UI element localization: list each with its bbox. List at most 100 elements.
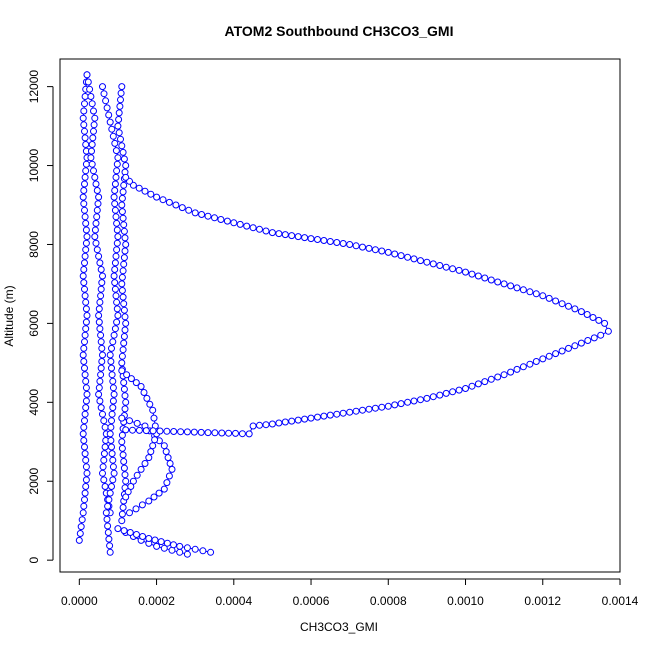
data-point <box>120 458 128 465</box>
data-point <box>558 347 566 355</box>
data-point <box>151 536 159 544</box>
data-point <box>77 523 85 531</box>
data-point <box>384 402 392 410</box>
data-point <box>82 377 90 385</box>
data-point <box>190 428 198 436</box>
data-point <box>95 384 103 392</box>
data-point <box>118 208 126 216</box>
data-point <box>589 314 597 321</box>
data-point <box>165 198 173 206</box>
data-point <box>82 246 90 254</box>
data-point <box>81 331 89 339</box>
data-point <box>112 173 120 181</box>
data-point <box>142 427 150 435</box>
x-axis-label: CH3CO3_GMI <box>300 620 378 634</box>
data-point <box>110 193 118 201</box>
data-point <box>176 542 184 550</box>
data-point <box>500 371 508 379</box>
data-point <box>95 390 103 398</box>
data-point <box>449 388 457 396</box>
data-point <box>122 477 130 485</box>
data-point <box>468 382 476 390</box>
data-point <box>410 397 418 405</box>
data-point <box>320 237 328 244</box>
data-point <box>111 180 119 188</box>
data-point <box>120 260 128 268</box>
data-point <box>88 160 96 168</box>
data-point <box>359 243 366 251</box>
data-point <box>117 96 124 104</box>
data-point <box>80 358 88 365</box>
data-point <box>121 313 129 321</box>
data-point <box>78 516 86 524</box>
data-point <box>110 390 118 398</box>
data-point <box>81 213 89 221</box>
data-point <box>96 377 104 385</box>
data-point <box>82 397 90 405</box>
data-point <box>101 423 109 431</box>
data-point <box>378 247 386 255</box>
data-point <box>81 93 89 100</box>
data-point <box>183 428 191 436</box>
data-point <box>90 167 97 175</box>
data-point <box>243 222 251 230</box>
data-point <box>145 497 153 505</box>
data-point <box>81 292 89 300</box>
data-point <box>82 141 90 148</box>
data-point <box>211 214 218 222</box>
data-point <box>109 463 117 471</box>
data-point <box>98 358 106 365</box>
data-point <box>153 542 161 550</box>
data-point <box>532 358 540 365</box>
data-point <box>82 463 90 471</box>
data-point <box>256 421 263 429</box>
profile-line <box>125 177 610 435</box>
data-point <box>109 132 117 140</box>
data-point <box>481 274 489 282</box>
data-point <box>120 385 128 393</box>
data-point <box>170 541 177 549</box>
data-point <box>107 437 115 444</box>
data-point <box>552 297 560 305</box>
data-point <box>118 431 126 439</box>
data-point <box>166 460 174 467</box>
data-point <box>513 284 521 292</box>
data-point <box>105 535 113 543</box>
data-point <box>191 209 199 217</box>
data-point <box>122 426 130 434</box>
data-point <box>211 429 219 437</box>
data-point <box>98 279 106 287</box>
data-point <box>333 410 341 418</box>
data-point <box>80 502 88 510</box>
data-point <box>115 129 123 137</box>
data-point <box>371 404 379 412</box>
data-point <box>118 517 126 525</box>
data-point <box>79 272 87 280</box>
data-point <box>101 483 109 490</box>
data-point <box>106 118 114 126</box>
data-point <box>99 463 107 471</box>
data-point <box>314 236 321 243</box>
data-point <box>81 417 88 425</box>
data-point <box>583 311 591 318</box>
data-point <box>104 522 112 530</box>
x-tick-label: 0.0002 <box>138 594 175 608</box>
data-point <box>100 456 108 464</box>
y-axis-label: Altitude (m) <box>2 285 16 346</box>
data-point <box>95 305 103 313</box>
data-point <box>121 234 129 242</box>
data-point <box>223 217 231 225</box>
data-point <box>109 377 117 385</box>
data-point <box>191 545 199 553</box>
data-point <box>108 344 115 352</box>
data-point <box>87 93 95 100</box>
data-point <box>111 139 119 147</box>
data-point <box>109 404 117 412</box>
data-point <box>146 400 154 408</box>
data-point <box>81 285 88 293</box>
data-point <box>118 444 126 452</box>
data-point <box>120 221 128 229</box>
data-point <box>109 456 117 464</box>
data-point <box>93 206 101 214</box>
data-point <box>126 417 133 425</box>
